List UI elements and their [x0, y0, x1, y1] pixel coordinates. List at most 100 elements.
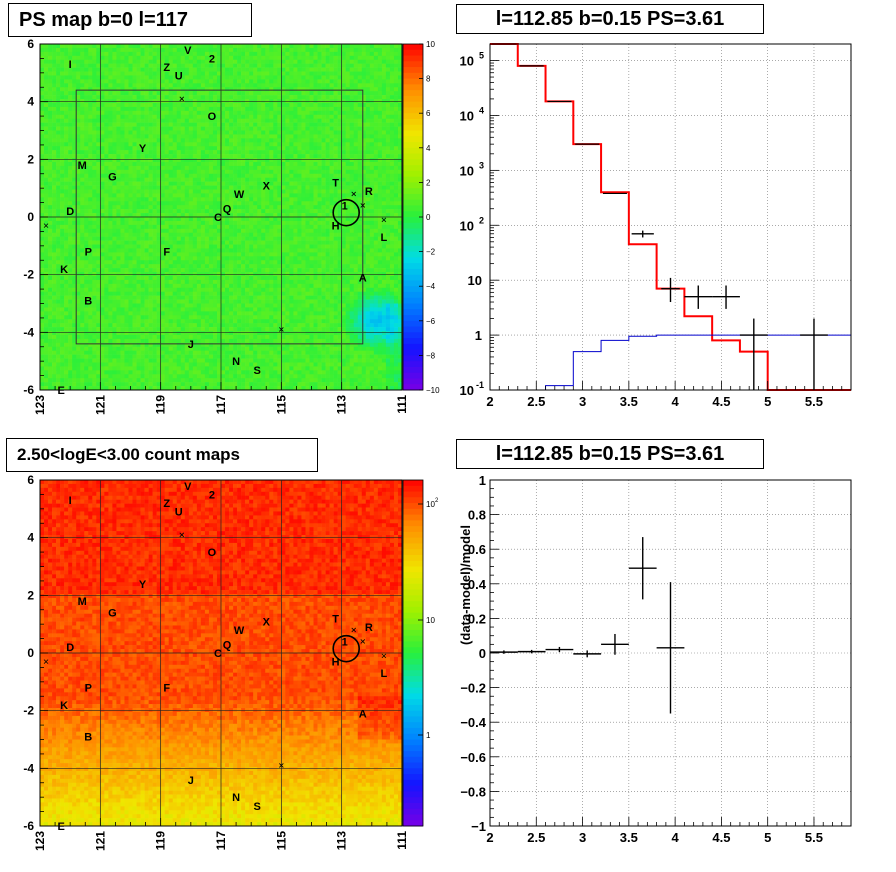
map-pixel — [196, 99, 202, 104]
map-pixel — [208, 177, 214, 182]
map-pixel — [76, 122, 81, 127]
map-pixel — [245, 279, 250, 285]
map-pixel — [104, 268, 109, 273]
map-pixel — [60, 158, 65, 163]
map-pixel — [257, 378, 262, 383]
map-pixel — [196, 150, 202, 155]
map-pixel — [124, 185, 129, 190]
map-pixel — [48, 158, 53, 163]
map-pixel — [48, 95, 53, 100]
map-pixel — [76, 311, 81, 316]
map-pixel — [144, 213, 149, 218]
map-pixel — [180, 126, 186, 131]
map-pixel — [136, 138, 141, 143]
map-pixel — [221, 382, 226, 387]
map-pixel — [112, 102, 117, 108]
map-pixel — [188, 303, 194, 308]
map-pixel — [184, 71, 190, 76]
map-pixel — [233, 228, 238, 234]
map-pixel — [56, 307, 61, 312]
map-pixel — [233, 279, 238, 285]
map-pixel — [136, 283, 141, 289]
map-pixel — [144, 161, 149, 167]
map-pixel — [229, 272, 234, 277]
map-pixel — [140, 331, 145, 336]
map-pixel — [265, 146, 270, 151]
map-pixel — [176, 366, 182, 371]
map-pixel — [225, 346, 230, 351]
map-pixel — [60, 130, 65, 135]
map-pixel — [72, 138, 77, 143]
map-pixel — [168, 150, 174, 155]
map-pixel — [233, 331, 238, 336]
map-pixel — [80, 63, 85, 68]
map-pixel — [40, 311, 45, 316]
map-pixel — [245, 106, 250, 112]
map-pixel — [44, 382, 49, 387]
map-pixel — [229, 59, 234, 64]
map-pixel — [184, 240, 190, 245]
map-pixel — [188, 362, 194, 367]
map-pixel — [160, 201, 165, 206]
map-pixel — [249, 161, 254, 167]
map-pixel — [132, 256, 137, 261]
map-pixel — [108, 307, 113, 312]
map-pixel — [68, 173, 73, 178]
map-pixel — [249, 224, 254, 230]
map-pixel — [140, 150, 145, 155]
map-pixel — [225, 118, 230, 123]
map-pixel — [52, 75, 57, 80]
map-pixel — [204, 209, 210, 214]
map-pixel — [56, 252, 61, 257]
map-pixel — [72, 350, 77, 355]
map-pixel — [253, 323, 258, 328]
map-pixel — [233, 232, 238, 237]
map-pixel — [72, 110, 77, 116]
map-pixel — [108, 154, 113, 159]
map-pixel — [261, 142, 266, 147]
map-pixel — [208, 362, 214, 367]
map-pixel — [132, 283, 137, 289]
map-pixel — [92, 268, 97, 273]
map-pixel — [128, 173, 133, 178]
map-pixel — [92, 161, 97, 167]
map-pixel — [265, 158, 270, 163]
map-pixel — [80, 279, 85, 285]
map-pixel — [253, 362, 258, 367]
map-pixel — [112, 181, 117, 186]
map-pixel — [265, 279, 270, 285]
map-pixel — [176, 232, 182, 237]
map-pixel — [249, 142, 254, 147]
map-pixel — [208, 268, 214, 273]
map-pixel — [84, 264, 89, 269]
map-pixel — [172, 331, 178, 336]
map-pixel — [100, 158, 105, 163]
map-pixel — [48, 55, 53, 61]
map-pixel — [168, 220, 174, 226]
map-pixel — [128, 252, 133, 257]
map-pixel — [56, 374, 61, 379]
map-pixel — [208, 193, 214, 198]
map-pixel — [140, 291, 145, 296]
map-pixel — [180, 236, 186, 241]
map-pixel — [124, 342, 129, 348]
map-pixel — [152, 370, 157, 375]
map-pixel — [148, 315, 153, 320]
map-pixel — [188, 114, 194, 119]
map-pixel — [253, 134, 258, 139]
map-pixel — [253, 75, 258, 80]
map-pixel — [261, 350, 266, 355]
map-pixel — [229, 138, 234, 143]
map-pixel — [180, 110, 186, 116]
map-pixel — [233, 378, 238, 383]
map-pixel — [152, 146, 157, 151]
map-pixel — [241, 327, 246, 332]
map-pixel — [156, 44, 161, 49]
map-pixel — [104, 295, 109, 300]
map-pixel — [76, 201, 81, 206]
map-pixel — [96, 268, 101, 273]
map-pixel — [84, 150, 89, 155]
map-pixel — [136, 126, 141, 131]
map-pixel — [241, 228, 246, 234]
map-pixel — [188, 224, 194, 230]
